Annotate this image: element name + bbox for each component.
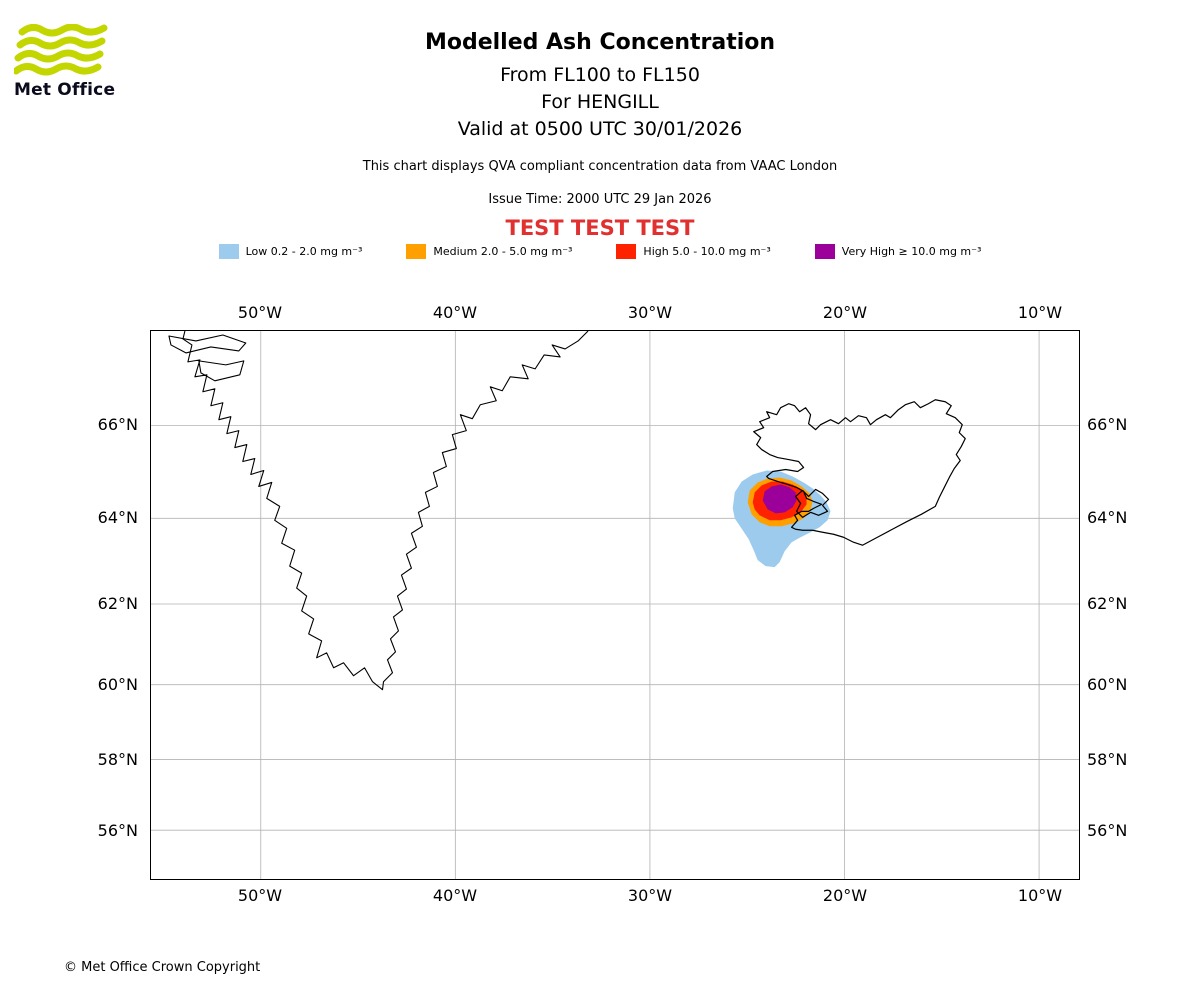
- lon-label-bottom-20w: 20°W: [822, 886, 868, 905]
- lon-label-bottom-50w: 50°W: [237, 886, 283, 905]
- qva-description: This chart displays QVA compliant concen…: [362, 159, 838, 174]
- met-office-logo-text: Met Office: [14, 80, 116, 100]
- greenland-islands: [168, 334, 247, 382]
- logo-wave: [14, 62, 102, 76]
- lon-label-top-30w: 30°W: [627, 303, 673, 322]
- issue-time: Issue Time: 2000 UTC 29 Jan 2026: [488, 192, 712, 207]
- lat-label-left-58n: 58°N: [97, 750, 138, 769]
- lat-label-right-64n: 64°N: [1087, 508, 1128, 527]
- legend-item-very-high: Very High ≥ 10.0 mg m⁻³: [814, 244, 982, 259]
- lon-label-top-50w: 50°W: [237, 303, 283, 322]
- test-banner: TEST TEST TEST: [505, 216, 695, 240]
- lon-label-top-40w: 40°W: [432, 303, 478, 322]
- legend-item-high: High 5.0 - 10.0 mg m⁻³: [616, 244, 771, 259]
- legend: Low 0.2 - 2.0 mg m⁻³ Medium 2.0 - 5.0 mg…: [0, 244, 1200, 259]
- lon-label-bottom-30w: 30°W: [627, 886, 673, 905]
- lat-label-right-56n: 56°N: [1087, 821, 1128, 840]
- map-area: [150, 330, 1080, 880]
- legend-item-low: Low 0.2 - 2.0 mg m⁻³: [218, 244, 363, 259]
- lon-label-bottom-40w: 40°W: [432, 886, 478, 905]
- lon-label-bottom-10w: 10°W: [1017, 886, 1063, 905]
- lon-label-top-10w: 10°W: [1017, 303, 1063, 322]
- met-office-logo-icon: [14, 24, 108, 76]
- legend-label-high: High 5.0 - 10.0 mg m⁻³: [643, 245, 771, 258]
- lat-label-right-60n: 60°N: [1087, 675, 1128, 694]
- lat-label-right-66n: 66°N: [1087, 415, 1128, 434]
- lat-label-left-66n: 66°N: [97, 415, 138, 434]
- legend-item-medium: Medium 2.0 - 5.0 mg m⁻³: [406, 244, 572, 259]
- met-office-logo: Met Office: [14, 24, 134, 100]
- legend-label-very-high: Very High ≥ 10.0 mg m⁻³: [841, 245, 982, 258]
- ash-plume-very-high: [762, 484, 797, 514]
- lat-label-left-60n: 60°N: [97, 675, 138, 694]
- legend-label-medium: Medium 2.0 - 5.0 mg m⁻³: [433, 245, 573, 258]
- subtitle-valid-time: Valid at 0500 UTC 30/01/2026: [457, 118, 743, 140]
- logo-wave: [14, 49, 104, 63]
- subtitle-flight-levels: From FL100 to FL150: [500, 64, 700, 86]
- iceland-coastline: [753, 399, 966, 546]
- lon-label-top-20w: 20°W: [822, 303, 868, 322]
- greenland-coastline: [182, 331, 589, 691]
- lat-label-left-64n: 64°N: [97, 508, 138, 527]
- logo-wave: [18, 24, 108, 37]
- page-title: Modelled Ash Concentration: [424, 30, 776, 55]
- lat-label-left-62n: 62°N: [97, 594, 138, 613]
- grid-lines: [151, 331, 1079, 879]
- lat-label-right-58n: 58°N: [1087, 750, 1128, 769]
- legend-swatch-medium: [406, 244, 427, 259]
- lat-label-right-62n: 62°N: [1087, 594, 1128, 613]
- ash-boundary-outline: [795, 488, 830, 518]
- lat-label-left-56n: 56°N: [97, 821, 138, 840]
- legend-label-low: Low 0.2 - 2.0 mg m⁻³: [245, 245, 363, 258]
- legend-swatch-high: [616, 244, 637, 259]
- legend-swatch-low: [218, 244, 239, 259]
- subtitle-site: For HENGILL: [541, 91, 659, 113]
- map-svg: [151, 331, 1079, 879]
- copyright-text: © Met Office Crown Copyright: [64, 960, 261, 975]
- legend-swatch-very-high: [814, 244, 835, 259]
- logo-wave: [16, 36, 106, 50]
